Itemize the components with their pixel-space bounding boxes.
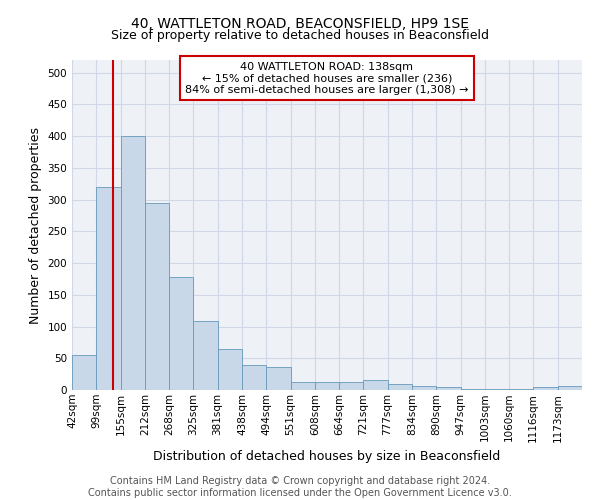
Bar (533, 387, 557, 390)
Bar (145, 203, 169, 390)
Text: Size of property relative to detached houses in Beaconsfield: Size of property relative to detached ho… (111, 29, 489, 42)
Bar (388, 384, 412, 390)
Bar (72, 355, 97, 390)
Text: Contains HM Land Registry data © Crown copyright and database right 2024.
Contai: Contains HM Land Registry data © Crown c… (88, 476, 512, 498)
Bar (339, 382, 364, 390)
Bar (193, 322, 218, 390)
Bar (412, 386, 436, 390)
Y-axis label: Number of detached properties: Number of detached properties (29, 126, 42, 324)
Bar (121, 136, 145, 390)
Bar (266, 366, 290, 390)
Bar (461, 388, 485, 390)
Bar (315, 382, 339, 390)
Bar (557, 386, 582, 390)
Bar (218, 349, 242, 390)
Bar (485, 388, 509, 390)
Bar (169, 277, 193, 390)
Text: 40 WATTLETON ROAD: 138sqm
← 15% of detached houses are smaller (236)
84% of semi: 40 WATTLETON ROAD: 138sqm ← 15% of detac… (185, 62, 469, 95)
X-axis label: Distribution of detached houses by size in Beaconsfield: Distribution of detached houses by size … (154, 450, 500, 463)
Text: 40, WATTLETON ROAD, BEACONSFIELD, HP9 1SE: 40, WATTLETON ROAD, BEACONSFIELD, HP9 1S… (131, 18, 469, 32)
Bar (290, 382, 315, 390)
Bar (242, 364, 266, 390)
Bar (436, 388, 461, 390)
Bar (364, 380, 388, 390)
Bar (97, 187, 121, 390)
